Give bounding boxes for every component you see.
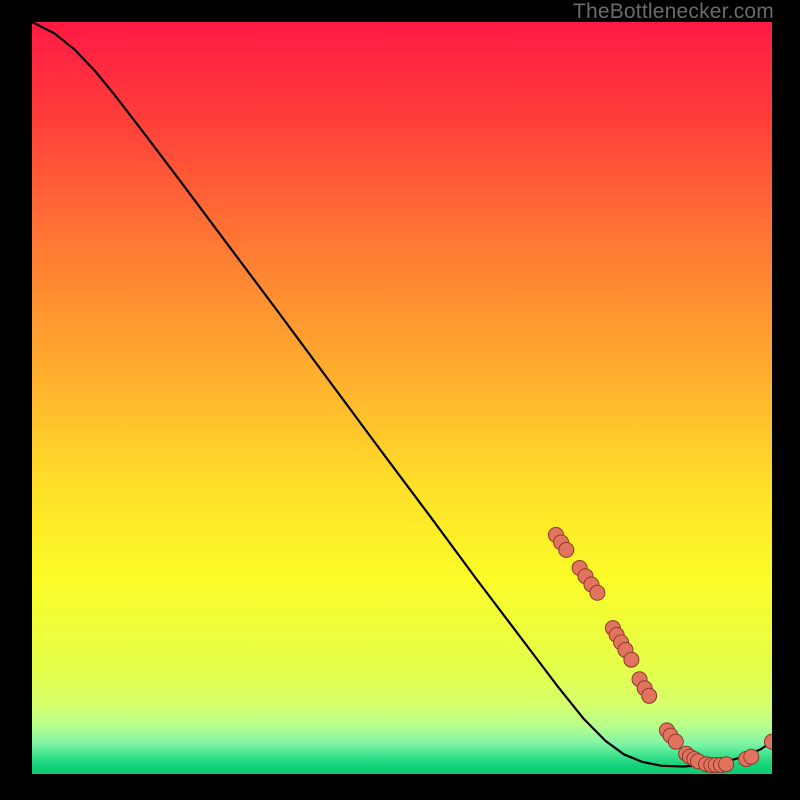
chart-area [32,22,772,774]
chart-svg [32,22,772,774]
watermark: TheBottlenecker.com [573,0,774,24]
